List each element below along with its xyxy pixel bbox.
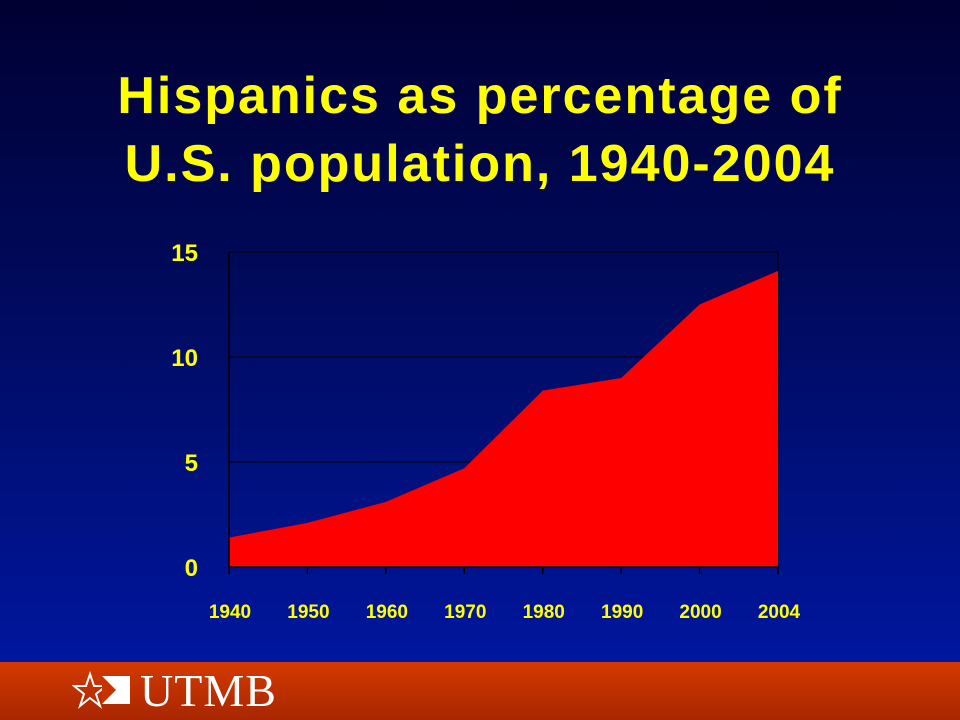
title-line-2: U.S. population, 1940-2004: [124, 135, 836, 193]
x-tick-label: 2000: [679, 602, 721, 623]
star-logo-icon: [72, 670, 130, 709]
y-tick-label: 0: [185, 555, 198, 582]
x-tick-label: 1960: [366, 602, 408, 623]
y-tick-label: 10: [171, 345, 198, 372]
x-tick-label: 1950: [287, 602, 329, 623]
title-line-1: Hispanics as percentage of: [117, 67, 843, 125]
y-tick-label: 5: [185, 450, 198, 477]
x-tick-label: 1940: [209, 602, 251, 623]
x-tick-label: 2004: [758, 602, 801, 623]
y-tick-label: 15: [171, 240, 198, 267]
x-tick-label: 1980: [523, 602, 565, 623]
slide-title: Hispanics as percentage of U.S. populati…: [0, 62, 960, 198]
area-chart: 0 5 10 15 1940 1950 1960 1970 1980 1990 2000 2004: [171, 240, 801, 623]
x-tick-label: 1990: [601, 602, 643, 623]
footer-bar: UTMB: [0, 662, 960, 720]
series-area: [229, 270, 778, 567]
x-tick-label: 1970: [444, 602, 486, 623]
utmb-logo-text: UTMB: [140, 665, 277, 716]
